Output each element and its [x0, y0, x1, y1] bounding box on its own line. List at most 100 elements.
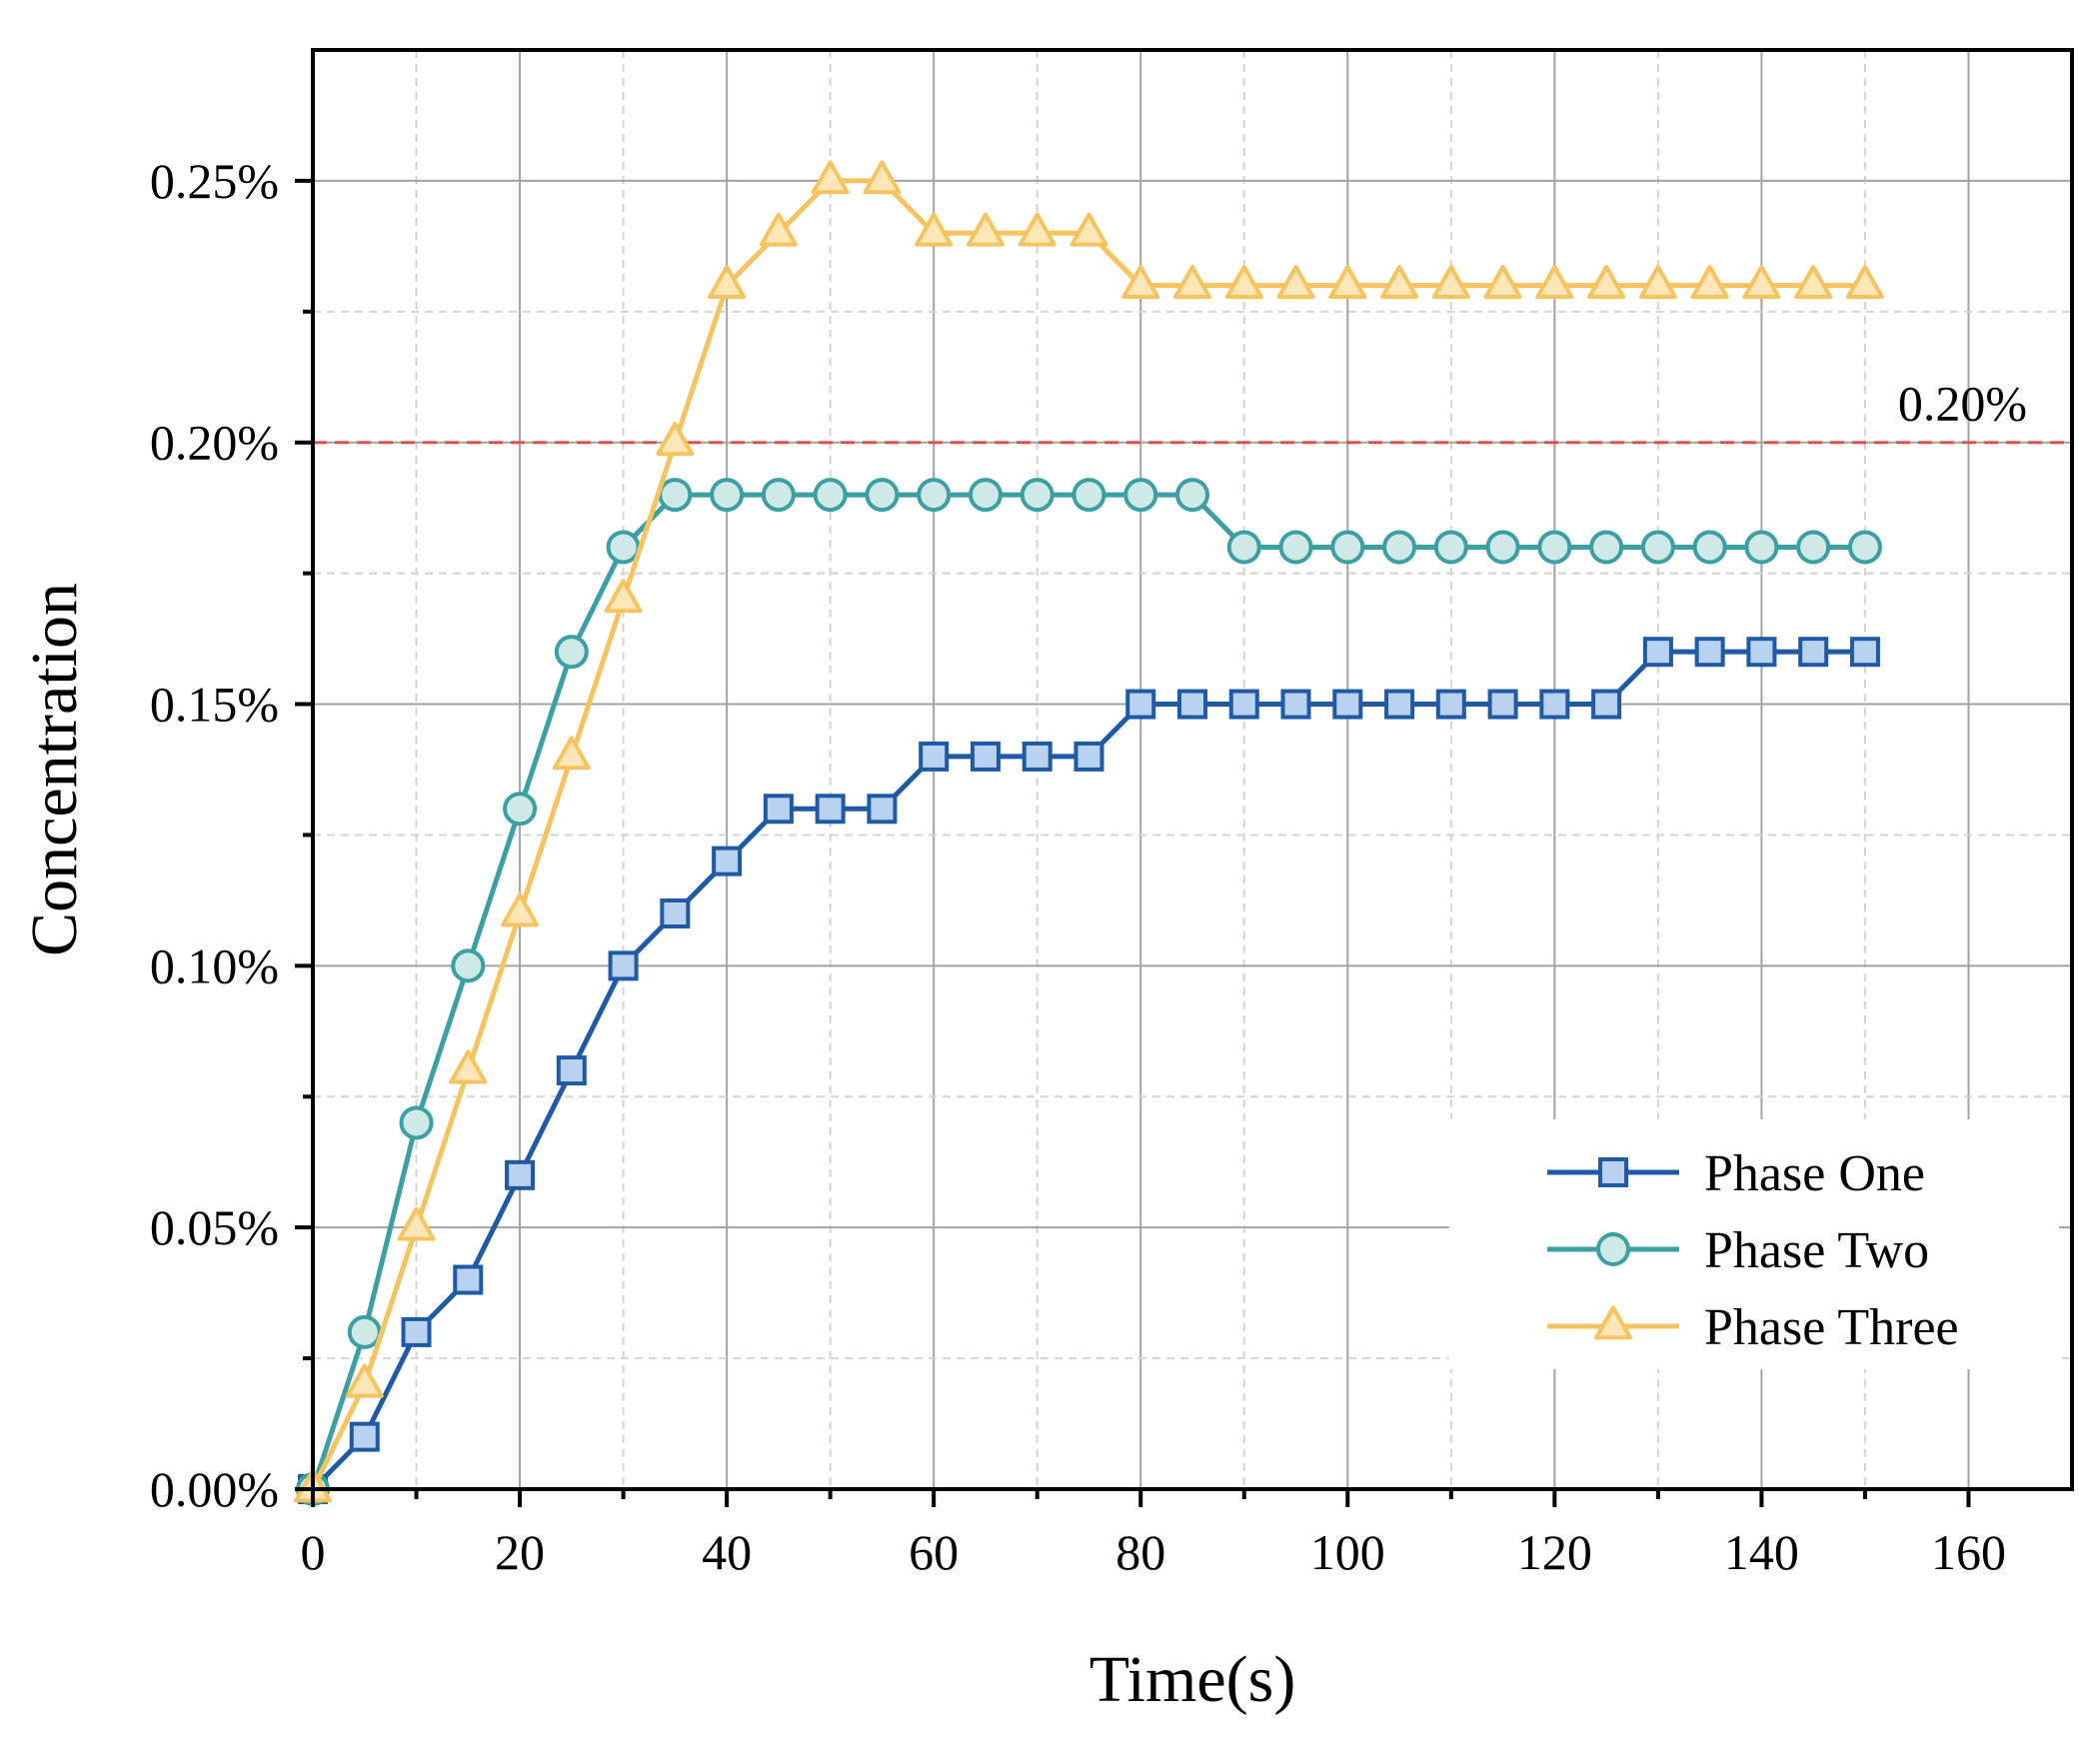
data-point: [552, 736, 591, 771]
data-point: [554, 635, 589, 670]
data-point: [1847, 530, 1882, 565]
data-point: [1022, 741, 1052, 772]
data-point: [1798, 637, 1829, 668]
x-tick-label: 40: [702, 1524, 752, 1580]
data-point: [919, 741, 950, 772]
y-tick-label: 0.25%: [150, 153, 279, 209]
x-tick-label: 60: [909, 1524, 959, 1580]
data-point: [1177, 689, 1207, 720]
data-point: [656, 422, 695, 457]
data-point: [660, 898, 691, 928]
legend-marker: [1594, 1305, 1632, 1340]
data-point: [1794, 265, 1833, 300]
data-point: [1694, 637, 1725, 668]
data-point: [556, 1055, 587, 1086]
reference-line-group: 0.20%: [313, 376, 2072, 445]
data-point: [1433, 530, 1468, 565]
data-point: [453, 1264, 484, 1295]
y-tick-label: 0.00%: [150, 1461, 279, 1517]
data-point: [1125, 689, 1156, 720]
data-point: [917, 478, 952, 513]
data-point: [397, 1206, 436, 1241]
legend-marker: [1598, 1157, 1628, 1187]
data-point: [503, 792, 538, 827]
data-point: [1073, 741, 1104, 772]
data-point: [1589, 530, 1624, 565]
data-point: [915, 212, 954, 247]
data-point: [1638, 265, 1677, 300]
x-tick-label: 80: [1115, 1524, 1165, 1580]
data-point: [1587, 265, 1626, 300]
x-tick-label: 0: [301, 1524, 326, 1580]
data-point: [1121, 265, 1160, 300]
legend-marker: [1596, 1232, 1630, 1266]
data-point: [1690, 265, 1729, 300]
data-point: [1487, 689, 1518, 720]
legend-label: Phase One: [1704, 1145, 1925, 1202]
data-point: [1228, 689, 1259, 720]
data-point: [968, 478, 1003, 513]
legend-item-phase-one: Phase One: [1547, 1145, 1925, 1202]
data-point: [1435, 689, 1466, 720]
y-tick-label: 0.20%: [150, 415, 279, 471]
data-point: [1071, 478, 1106, 513]
legend-item-phase-two: Phase Two: [1547, 1222, 1929, 1279]
data-point: [1276, 265, 1315, 300]
data-point: [1278, 530, 1313, 565]
data-point: [1640, 530, 1675, 565]
data-point: [759, 212, 798, 247]
series-group: [294, 160, 1884, 1506]
data-point: [1328, 265, 1367, 300]
data-point: [1742, 265, 1781, 300]
data-point: [966, 212, 1005, 247]
data-point: [1845, 265, 1884, 300]
data-point: [401, 1316, 432, 1347]
legend-label: Phase Three: [1704, 1299, 1959, 1356]
data-point: [1224, 265, 1263, 300]
data-point: [761, 478, 796, 513]
data-point: [1382, 530, 1417, 565]
data-point: [1849, 637, 1880, 668]
data-point: [1483, 265, 1522, 300]
plot-frame: [311, 48, 2074, 1491]
data-point: [399, 1105, 434, 1140]
data-point: [867, 794, 898, 825]
data-point: [604, 579, 643, 614]
data-point: [347, 1314, 382, 1349]
data-point: [1020, 478, 1054, 513]
legend-label: Phase Two: [1704, 1222, 1929, 1279]
data-point: [1537, 530, 1572, 565]
data-point: [658, 478, 693, 513]
data-point: [708, 265, 747, 300]
x-tick-label: 20: [495, 1524, 545, 1580]
series-phase-three: [294, 160, 1884, 1503]
data-point: [763, 794, 794, 825]
data-point: [1175, 478, 1209, 513]
x-tick-label: 160: [1931, 1524, 2006, 1580]
y-tick-label: 0.15%: [150, 677, 279, 733]
data-point: [710, 478, 745, 513]
data-point: [1330, 530, 1365, 565]
reference-line-label: 0.20%: [1898, 376, 2027, 432]
data-point: [501, 892, 540, 927]
data-point: [505, 1159, 536, 1190]
data-point: [1591, 689, 1622, 720]
data-point: [1535, 265, 1574, 300]
data-point: [813, 478, 848, 513]
data-point: [1332, 689, 1363, 720]
data-point: [1123, 478, 1158, 513]
data-point: [1642, 637, 1673, 668]
y-tick-label: 0.05%: [150, 1199, 279, 1255]
axes: 0 20 40 60 80 100 120 140 160 0.00% 0.05% 0.10% 0.15…: [150, 153, 2006, 1580]
data-point: [349, 1421, 380, 1452]
data-point: [1280, 689, 1311, 720]
data-point: [863, 160, 902, 195]
data-point: [606, 530, 641, 565]
data-point: [1744, 530, 1779, 565]
legend-item-phase-three: Phase Three: [1547, 1299, 1959, 1356]
data-point: [1069, 212, 1108, 247]
x-axis-title: Time(s): [1089, 1643, 1296, 1716]
data-point: [1380, 265, 1419, 300]
data-point: [970, 741, 1001, 772]
